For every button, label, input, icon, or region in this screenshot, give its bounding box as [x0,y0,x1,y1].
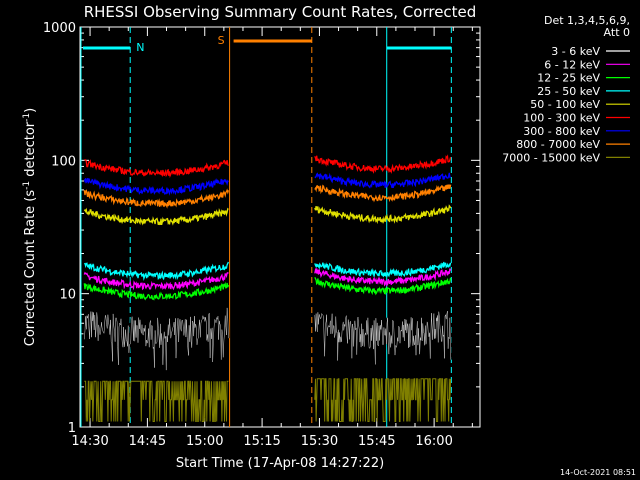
series-line [314,154,452,174]
series-line [83,207,229,226]
legend-header-line-1: Det 1,3,4,5,6,9, [544,14,630,27]
series-line [314,261,452,278]
legend-entry-label: 12 - 25 keV [537,72,600,85]
x-tick-label: 16:00 [415,434,452,449]
series-line [314,378,452,422]
series-line [84,159,229,178]
series-line [83,281,230,301]
observing-flags: NS [80,27,452,427]
series-line [84,380,229,422]
series-line [83,261,229,281]
legend-entry-label: 3 - 6 keV [551,45,600,58]
x-axis-label: Start Time (17-Apr-08 14:27:22) [176,456,384,471]
legend-entry-label: 7000 - 15000 keV [502,151,600,164]
legend-entry-label: 300 - 800 keV [523,125,600,138]
y-tick-label: 100 [51,154,76,169]
plot-frame [79,26,481,428]
x-tick-label: 14:45 [129,434,166,449]
series-line [314,311,451,365]
chart-title: RHESSI Observing Summary Count Rates, Co… [84,3,477,21]
legend-header-line-2: Att 0 [604,26,630,39]
x-tick-label: 15:45 [358,434,395,449]
series-line [83,177,229,196]
night-flag-label: N [136,41,144,54]
saa-flag-label: S [218,34,225,47]
y-tick-label: 10 [59,288,76,303]
legend-entry-label: 50 - 100 keV [530,98,600,111]
x-axis-ticks: 14:30 14:45 15:00 15:15 15:30 15:45 16:00 [71,27,473,449]
series-line [314,267,452,287]
series-line [314,276,452,296]
y-tick-label: 1 [68,421,76,436]
x-tick-label: 15:30 [301,434,338,449]
series-line [314,172,451,189]
legend-entry-label: 800 - 7000 keV [516,138,600,151]
y-axis-label: Corrected Count Rate (s-1 detector-1) [22,108,38,346]
legend-entry-label: 25 - 50 keV [537,85,600,98]
series-lines [83,154,452,422]
series-line [83,271,229,291]
series-line [314,184,452,203]
legend-entry-label: 6 - 12 keV [544,58,600,71]
series-line [83,188,230,209]
x-tick-label: 15:00 [186,434,223,449]
x-tick-label: 15:15 [243,434,280,449]
series-line [84,307,229,371]
legend-entry-label: 100 - 300 keV [523,112,600,125]
x-tick-label: 14:30 [71,434,108,449]
y-axis-ticks: 1 10 100 1000 [43,21,480,436]
y-tick-label: 1000 [43,21,76,36]
footer-timestamp: 14-Oct-2021 08:51 [560,468,636,477]
series-line [314,204,452,225]
